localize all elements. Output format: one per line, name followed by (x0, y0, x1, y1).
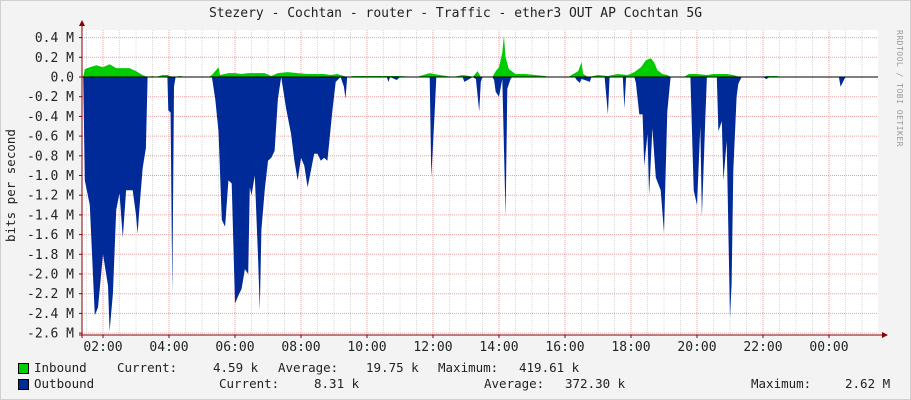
y-tick-label: -1.6 M (27, 228, 74, 243)
y-tick-label: 0.4 M (35, 31, 74, 46)
inbound-swatch (18, 363, 29, 374)
inbound-maximum-value: 419.61 k (519, 360, 580, 375)
x-tick-label: 12:00 (413, 340, 452, 355)
x-tick-label: 08:00 (281, 340, 320, 355)
inbound-maximum-label: Maximum: (438, 360, 499, 375)
inbound-current-value: 4.59 k (213, 360, 259, 375)
y-tick-label: -0.4 M (27, 110, 74, 125)
y-tick-label: -1.8 M (27, 248, 74, 263)
inbound-current-label: Current: (117, 360, 178, 375)
y-tick-label: -1.4 M (27, 208, 74, 223)
y-tick-label: -0.2 M (27, 90, 74, 105)
y-tick-label: 0.2 M (35, 51, 74, 66)
y-tick-label: 0.0 (51, 71, 74, 86)
y-axis-arrow (79, 20, 85, 26)
x-tick-label: 06:00 (215, 340, 254, 355)
chart-title: Stezery - Cochtan - router - Traffic - e… (208, 6, 703, 21)
x-tick-label: 02:00 (83, 340, 122, 355)
outbound-maximum-value: 2.62 M (845, 376, 891, 391)
x-axis-arrow (882, 332, 888, 338)
y-tick-label: -2.2 M (27, 287, 74, 302)
series-area-outbound (83, 77, 846, 332)
outbound-maximum-label: Maximum: (751, 376, 812, 391)
x-tick-label: 16:00 (545, 340, 584, 355)
inbound-legend-name: Inbound (34, 360, 87, 375)
y-tick-label: -1.0 M (27, 169, 74, 184)
y-tick-label: -2.6 M (27, 327, 74, 342)
x-tick-label: 20:00 (677, 340, 716, 355)
outbound-average-label: Average: (484, 376, 545, 391)
x-tick-label: 10:00 (347, 340, 386, 355)
inbound-average-value: 19.75 k (366, 360, 419, 375)
inbound-average-label: Average: (278, 360, 339, 375)
x-tick-label: 04:00 (149, 340, 188, 355)
x-tick-label: 00:00 (809, 340, 848, 355)
y-tick-label: -0.8 M (27, 149, 74, 164)
y-tick-label: -2.0 M (27, 268, 74, 283)
y-tick-label: -2.4 M (27, 307, 74, 322)
rrdtool-watermark: RRDTOOL / TOBI OETIKER (895, 30, 904, 147)
y-tick-label: -1.2 M (27, 189, 74, 204)
y-tick-label: -0.6 M (27, 130, 74, 145)
x-tick-label: 14:00 (479, 340, 518, 355)
outbound-average-value: 372.30 k (565, 376, 626, 391)
outbound-current-label: Current: (219, 376, 280, 391)
outbound-legend-name: Outbound (34, 376, 95, 391)
x-tick-label: 22:00 (743, 340, 782, 355)
x-tick-label: 18:00 (611, 340, 650, 355)
outbound-current-value: 8.31 k (314, 376, 360, 391)
outbound-swatch (18, 379, 29, 390)
